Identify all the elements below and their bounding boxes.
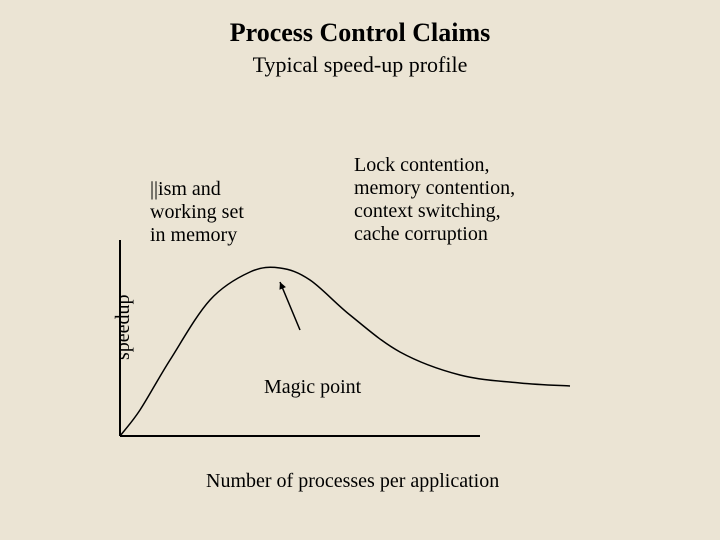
speedup-chart <box>0 0 720 540</box>
speedup-curve <box>120 267 570 436</box>
axes <box>120 240 480 436</box>
slide: Process Control Claims Typical speed-up … <box>0 0 720 540</box>
magic-point-arrow <box>279 282 300 330</box>
